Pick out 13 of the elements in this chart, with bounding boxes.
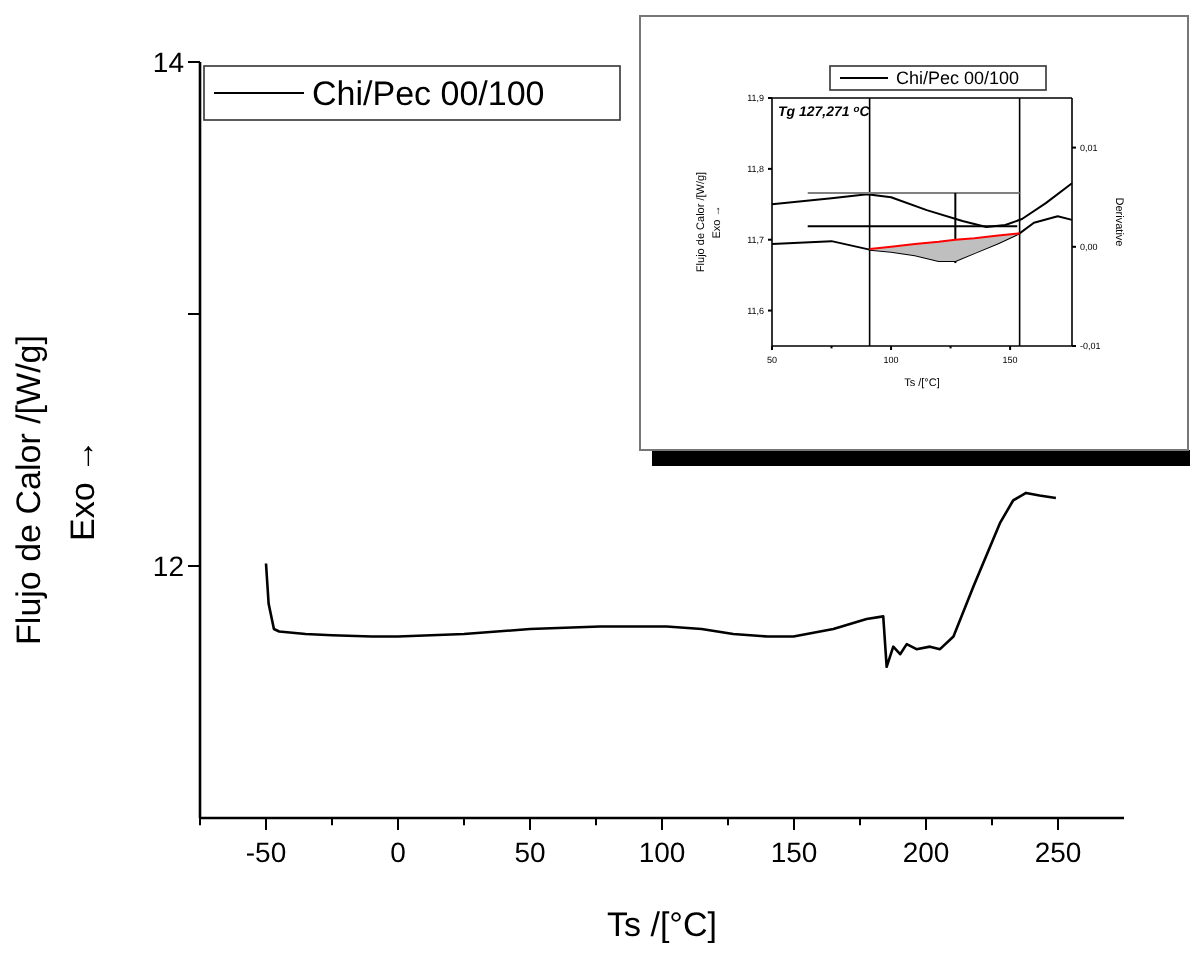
legend-label: Chi/Pec 00/100 (312, 74, 545, 113)
x-tick-label: 50 (514, 836, 546, 868)
legend-label: Chi/Pec 00/100 (896, 68, 1020, 89)
x-tick-label: 250 (1034, 836, 1082, 868)
y-tick-label: 12 (152, 549, 185, 582)
x-tick-label: 0 (390, 836, 407, 868)
x-axis-title: Ts /[°C] (607, 906, 717, 944)
x-tick-label: 150 (770, 836, 818, 868)
x-tick-label: 200 (902, 836, 950, 868)
y-axis-title: Flujo de Calor /[W/g] Exo → (10, 335, 102, 645)
x-tick-label: 100 (638, 836, 686, 868)
y-tick-label: 14 (152, 45, 185, 78)
x-tick-label: -50 (245, 836, 287, 868)
